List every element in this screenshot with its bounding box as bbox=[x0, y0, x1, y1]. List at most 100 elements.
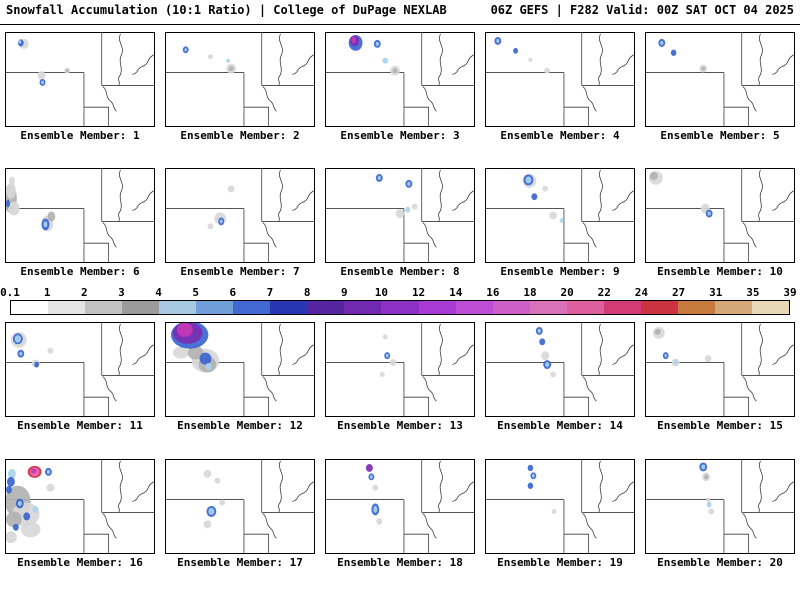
colorbar-segment bbox=[381, 301, 419, 314]
panel-label: Ensemble Member: 8 bbox=[340, 265, 460, 278]
ensemble-map bbox=[325, 459, 475, 554]
snowfall-blob bbox=[17, 501, 22, 507]
title-left: Snowfall Accumulation (10:1 Ratio) | Col… bbox=[6, 3, 447, 17]
snowfall-blob bbox=[203, 520, 212, 529]
snowfall-blob bbox=[34, 361, 40, 368]
panel-label: Ensemble Member: 6 bbox=[20, 265, 140, 278]
panel-label: Ensemble Member: 15 bbox=[657, 419, 783, 432]
snowfall-blob bbox=[7, 201, 20, 216]
colorbar-tick-label: 22 bbox=[597, 286, 611, 299]
colorbar-segment bbox=[455, 301, 493, 314]
colorbar-segment bbox=[344, 301, 382, 314]
panel-label: Ensemble Member: 10 bbox=[657, 265, 783, 278]
panel-label: Ensemble Member: 9 bbox=[500, 265, 620, 278]
snowfall-blob bbox=[525, 176, 532, 184]
colorbar-tick-label: 1 bbox=[43, 286, 51, 299]
snowfall-blob bbox=[184, 48, 188, 52]
snowfall-blob bbox=[205, 363, 212, 370]
panel-label: Ensemble Member: 20 bbox=[657, 556, 783, 569]
ensemble-panel: Ensemble Member: 1 bbox=[5, 32, 155, 142]
ensemble-map-svg bbox=[486, 460, 634, 553]
colorbar: 0.1 1 2 3 4 5 6 7 8 9 10 12 14 16 18 20 22 24 27 31 35 39 bbox=[0, 286, 797, 315]
snowfall-blob bbox=[664, 354, 668, 358]
colorbar-segment bbox=[11, 301, 49, 314]
panel-row-4: Ensemble Member: 16 Ensemble Member: 17 … bbox=[0, 459, 800, 569]
ensemble-panel: Ensemble Member: 4 bbox=[485, 32, 635, 142]
snowfall-blob bbox=[176, 323, 193, 337]
snowfall-blob bbox=[707, 211, 711, 216]
title-right: 06Z GEFS | F282 Valid: 00Z SAT OCT 04 20… bbox=[490, 3, 794, 17]
panel-label: Ensemble Member: 3 bbox=[340, 129, 460, 142]
snowfall-blob bbox=[370, 475, 373, 479]
colorbar-tick-label: 7 bbox=[266, 286, 274, 299]
ensemble-panel: Ensemble Member: 3 bbox=[325, 32, 475, 142]
colorbar-tick-label: 5 bbox=[192, 286, 200, 299]
snowfall-blob bbox=[30, 468, 37, 474]
colorbar-segment bbox=[492, 301, 530, 314]
ensemble-panel: Ensemble Member: 18 bbox=[325, 459, 475, 569]
panel-label: Ensemble Member: 1 bbox=[20, 129, 140, 142]
snowfall-blob bbox=[12, 523, 19, 531]
snowfall-blob bbox=[46, 469, 51, 474]
snowfall-blob bbox=[37, 71, 46, 80]
snowfall-blob bbox=[47, 347, 54, 354]
snowfall-blob bbox=[219, 499, 226, 506]
ensemble-panel: Ensemble Member: 17 bbox=[165, 459, 315, 569]
snowfall-blob bbox=[706, 501, 712, 508]
colorbar-segment bbox=[640, 301, 678, 314]
snowfall-blob bbox=[46, 483, 55, 492]
snowfall-blob bbox=[701, 464, 706, 470]
snowfall-blob bbox=[560, 217, 564, 223]
snowfall-blob bbox=[8, 176, 15, 185]
ensemble-map bbox=[325, 322, 475, 417]
ensemble-panel: Ensemble Member: 7 bbox=[165, 168, 315, 278]
ensemble-map-svg bbox=[166, 460, 314, 553]
ensemble-panel: Ensemble Member: 13 bbox=[325, 322, 475, 432]
snowfall-blob bbox=[47, 211, 56, 222]
colorbar-segment bbox=[677, 301, 715, 314]
ensemble-panel: Ensemble Member: 14 bbox=[485, 322, 635, 432]
snowfall-blob bbox=[32, 506, 39, 513]
snowfall-blob bbox=[226, 58, 231, 63]
colorbar-segment bbox=[529, 301, 567, 314]
snowfall-blob bbox=[531, 193, 538, 201]
snowfall-blob bbox=[382, 57, 389, 64]
colorbar-tick-label: 35 bbox=[746, 286, 760, 299]
snowfall-blob bbox=[23, 512, 31, 521]
snowfall-blob bbox=[392, 68, 398, 74]
panel-row-1: Ensemble Member: 1 Ensemble Member: 2 En… bbox=[0, 32, 800, 142]
ensemble-map-svg bbox=[6, 323, 154, 416]
ensemble-map-svg bbox=[646, 169, 794, 262]
ensemble-panel: Ensemble Member: 10 bbox=[645, 168, 795, 278]
snowfall-blob bbox=[373, 506, 378, 513]
panel-label: Ensemble Member: 19 bbox=[497, 556, 623, 569]
snowfall-blob bbox=[379, 371, 385, 377]
ensemble-panel: Ensemble Member: 15 bbox=[645, 322, 795, 432]
ensemble-map bbox=[645, 168, 795, 263]
ensemble-map bbox=[645, 459, 795, 554]
snowfall-blob bbox=[187, 345, 204, 360]
snowfall-blob bbox=[528, 57, 533, 62]
colorbar-segment bbox=[603, 301, 641, 314]
snowfall-blob bbox=[395, 209, 405, 218]
snowfall-blob bbox=[527, 482, 534, 489]
ensemble-map bbox=[5, 168, 155, 263]
snowfall-blob bbox=[660, 40, 664, 45]
colorbar-segment bbox=[48, 301, 86, 314]
snowfall-blob bbox=[382, 334, 388, 340]
colorbar-tick-label: 31 bbox=[709, 286, 723, 299]
snowfall-blob bbox=[551, 508, 557, 514]
snowfall-blob bbox=[706, 497, 711, 502]
ensemble-map bbox=[485, 322, 635, 417]
panel-label: Ensemble Member: 17 bbox=[177, 556, 303, 569]
panel-label: Ensemble Member: 2 bbox=[180, 129, 300, 142]
snowfall-blob bbox=[207, 54, 213, 60]
panel-label: Ensemble Member: 14 bbox=[497, 419, 623, 432]
snowfall-blob bbox=[654, 328, 661, 335]
ensemble-map bbox=[165, 322, 315, 417]
ensemble-map bbox=[645, 322, 795, 417]
colorbar-tick-label: 20 bbox=[560, 286, 574, 299]
snowfall-blob bbox=[6, 531, 17, 544]
ensemble-map-svg bbox=[166, 33, 314, 126]
snowfall-blob bbox=[701, 66, 706, 71]
